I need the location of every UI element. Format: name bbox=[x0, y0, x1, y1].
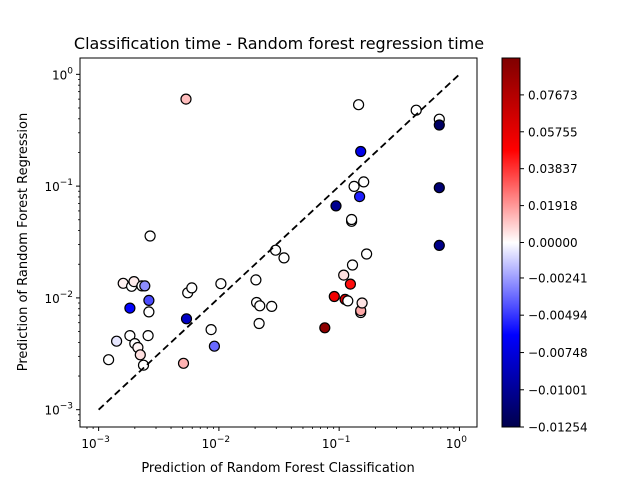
scatter-point-55 bbox=[433, 239, 445, 251]
y-tick-label-0: 10−3 bbox=[44, 402, 73, 418]
colorbar-tick-label-4: 0.00000 bbox=[528, 236, 578, 250]
colorbar-tick-label-5: −0.00241 bbox=[528, 271, 588, 285]
colorbar-tick-label-8: −0.01001 bbox=[528, 383, 588, 397]
y-axis-ticks: 10−3 10−2 10−1 100 bbox=[44, 66, 80, 421]
scatter-point-1 bbox=[110, 335, 123, 347]
scatter-point-25 bbox=[250, 274, 262, 286]
scatter-point-37 bbox=[342, 295, 354, 307]
identity-reference-line bbox=[98, 73, 461, 411]
scatter-point-49 bbox=[358, 176, 370, 188]
scatter-point-3 bbox=[124, 302, 136, 314]
scatter-point-53 bbox=[433, 119, 445, 131]
x-tick-label-0: 10−3 bbox=[81, 435, 110, 451]
scatter-point-14 bbox=[143, 294, 155, 306]
scatter-point-41 bbox=[346, 259, 359, 271]
scatter-point-21 bbox=[186, 282, 198, 294]
scatter-point-28 bbox=[253, 317, 265, 330]
x-tick-label-1: 10−2 bbox=[202, 435, 231, 451]
scatter-point-27 bbox=[254, 300, 266, 312]
y-tick-label-1: 10−2 bbox=[44, 290, 73, 306]
y-axis-label: Prediction of Random Forest Regression bbox=[16, 113, 31, 371]
scatter-point-22 bbox=[205, 324, 217, 336]
scatter-point-35 bbox=[338, 269, 350, 281]
colorbar-gradient bbox=[501, 57, 521, 428]
scatter-point-19 bbox=[180, 313, 193, 325]
scatter-point-34 bbox=[330, 200, 342, 212]
scatter-point-17 bbox=[177, 357, 190, 369]
colorbar-tick-label-1: 0.05755 bbox=[528, 125, 578, 139]
scatter-point-32 bbox=[319, 322, 331, 334]
scatter-point-50 bbox=[361, 248, 373, 260]
scatter-point-29 bbox=[266, 300, 278, 312]
scatter-point-47 bbox=[355, 145, 367, 158]
scatter-point-44 bbox=[354, 191, 366, 203]
colorbar-tick-label-7: −0.00748 bbox=[528, 346, 588, 360]
scatter-point-16 bbox=[144, 230, 156, 242]
scatter-point-54 bbox=[433, 182, 445, 194]
x-tick-label-2: 10−1 bbox=[322, 435, 351, 451]
scatter-point-11 bbox=[137, 359, 150, 371]
scatter-point-13 bbox=[142, 330, 154, 342]
scatter-point-42 bbox=[348, 180, 360, 192]
chart-title: Classification time - Random forest regr… bbox=[74, 34, 484, 53]
y-tick-label-3: 100 bbox=[52, 66, 73, 82]
colorbar: 0.07673 0.05755 0.03837 0.01918 0.00000 −0.00… bbox=[501, 57, 588, 435]
scatter-point-33 bbox=[328, 290, 340, 303]
scatter-point-15 bbox=[143, 306, 155, 318]
colorbar-tick-label-3: 0.01918 bbox=[528, 199, 578, 213]
scatter-point-9 bbox=[134, 349, 146, 361]
scatter-point-24 bbox=[215, 278, 227, 290]
scatter-point-12 bbox=[139, 280, 151, 292]
y-tick-label-2: 10−1 bbox=[44, 178, 73, 194]
x-axis-ticks: 10−3 10−2 10−1 100 bbox=[81, 427, 467, 451]
plot-frame bbox=[79, 57, 478, 428]
scatter-point-23 bbox=[208, 340, 220, 352]
scatter-point-48 bbox=[356, 297, 368, 309]
colorbar-ticks: 0.07673 0.05755 0.03837 0.01918 0.00000 −0.00… bbox=[520, 88, 588, 435]
scatter-points bbox=[102, 93, 445, 371]
scatter-point-30 bbox=[270, 244, 282, 256]
scatter-point-5 bbox=[124, 330, 136, 342]
plot-area: 10−3 10−2 10−1 100 10−3 10−2 10−1 100 bbox=[44, 57, 478, 451]
colorbar-tick-label-9: −0.01254 bbox=[528, 421, 588, 435]
colorbar-tick-label-6: −0.00494 bbox=[528, 309, 588, 323]
scatter-point-40 bbox=[346, 213, 358, 226]
scatter-point-18 bbox=[180, 93, 192, 105]
x-tick-label-3: 100 bbox=[446, 435, 467, 451]
colorbar-tick-label-2: 0.03837 bbox=[528, 162, 578, 176]
colorbar-tick-label-0: 0.07673 bbox=[528, 88, 578, 102]
scatter-point-31 bbox=[278, 252, 290, 264]
x-axis-label: Prediction of Random Forest Classificati… bbox=[141, 461, 414, 476]
scatter-point-38 bbox=[344, 278, 356, 290]
scatter-point-43 bbox=[353, 99, 365, 111]
scatter-point-0 bbox=[102, 354, 115, 366]
